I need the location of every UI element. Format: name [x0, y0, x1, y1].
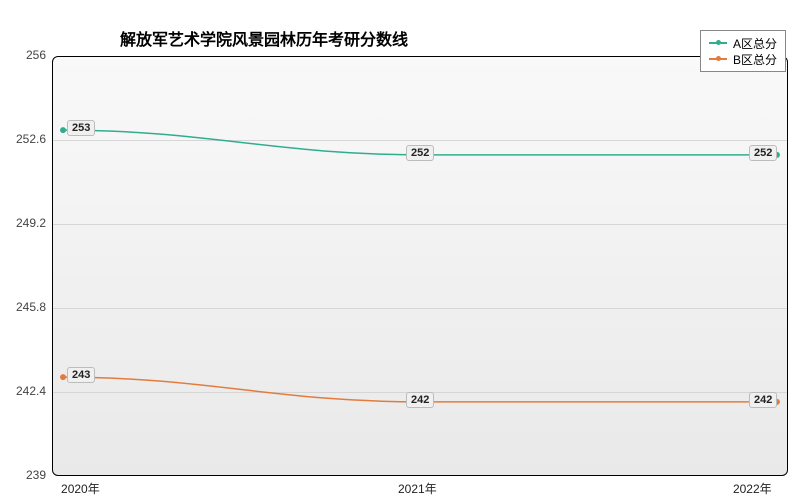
series-layer — [0, 0, 800, 500]
series-marker — [60, 374, 66, 380]
point-label: 252 — [749, 145, 777, 161]
point-label: 253 — [67, 120, 95, 136]
series-marker — [60, 127, 66, 133]
chart-container: 解放军艺术学院风景园林历年考研分数线 A区总分B区总分 239242.4245.… — [0, 0, 800, 500]
point-label: 252 — [406, 145, 434, 161]
point-label: 243 — [67, 367, 95, 383]
point-label: 242 — [406, 392, 434, 408]
point-label: 242 — [749, 392, 777, 408]
